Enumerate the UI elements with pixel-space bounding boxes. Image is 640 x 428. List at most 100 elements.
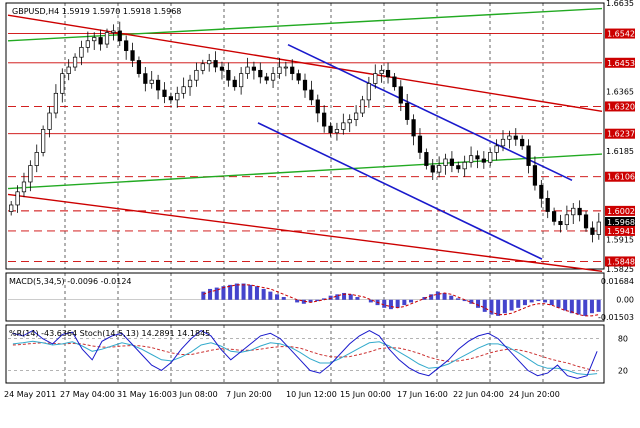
bear-candle	[481, 158, 486, 163]
bear-candle	[130, 50, 135, 61]
bull-candle	[15, 191, 20, 206]
bull-candle	[47, 112, 52, 130]
bull-candle	[488, 152, 493, 163]
bull-candle	[341, 122, 346, 130]
bear-candle	[551, 211, 557, 222]
oscillator-panel: %R(14) -43.6364 Stoch(14,5,13) 14.2891 1…	[5, 324, 605, 384]
time-axis-label: 7 Jun 20:00	[226, 390, 272, 399]
green-trend-line-lower	[7, 153, 603, 190]
price-level-tag	[605, 205, 635, 216]
bull-candle	[571, 207, 576, 216]
bull-candle	[239, 73, 244, 88]
oscillator-header: %R(14) -43.6364 Stoch(14,5,13) 14.2891 1…	[9, 329, 210, 338]
blue-channel-upper	[287, 43, 573, 182]
bull-candle	[353, 112, 359, 120]
price-tag-label: 1.5848	[607, 257, 635, 266]
time-axis-label: 31 May 16:00	[117, 390, 172, 399]
time-axis-label: 10 Jun 12:00	[286, 390, 337, 399]
bull-candle	[149, 79, 154, 84]
time-axis-label: 15 Jun 00:00	[340, 390, 391, 399]
bull-candle	[60, 73, 65, 94]
time-axis-label: 17 Jun 16:00	[397, 390, 448, 399]
bear-candle	[302, 79, 308, 91]
price-tag-label: 1.6002	[607, 207, 635, 216]
bull-candle	[72, 56, 78, 68]
bull-candle	[373, 73, 378, 84]
bull-candle	[462, 161, 467, 170]
bull-candle	[92, 37, 97, 42]
price-level-tag	[605, 256, 635, 267]
bear-candle	[526, 145, 531, 166]
bull-candle	[347, 119, 352, 124]
bear-candle	[583, 214, 589, 229]
price-panel-header: GBPUSD,H4 1.5919 1.5970 1.5918 1.5968	[12, 7, 181, 16]
bull-candle	[85, 40, 90, 48]
time-axis-label: 24 May 2011	[4, 390, 56, 399]
bull-candle	[34, 152, 39, 166]
price-level-tag	[605, 28, 635, 39]
macd-signal-path	[203, 284, 599, 317]
macd-header: MACD(5,34,5) -0.0096 -0.0124	[9, 277, 132, 286]
bull-candle	[277, 66, 282, 74]
macd-scale-label: 0.01684	[601, 277, 634, 286]
price-tag-label: 1.6453	[607, 59, 635, 68]
bear-candle	[322, 112, 327, 127]
red-trend-line-lower	[7, 193, 603, 272]
price-level-tag	[605, 101, 635, 112]
bear-candle	[424, 152, 429, 166]
bear-candle	[449, 158, 455, 166]
bull-candle	[360, 99, 365, 114]
bear-candle	[290, 66, 295, 74]
bear-candle	[213, 60, 218, 68]
bear-candle	[513, 135, 518, 140]
bull-candle	[245, 66, 250, 74]
bear-candle	[328, 125, 333, 134]
bear-candle	[219, 66, 225, 71]
bear-candle	[590, 227, 595, 235]
bull-candle	[104, 32, 110, 45]
bear-candle	[558, 221, 563, 226]
bull-candle	[500, 138, 506, 147]
oscillator-axis: 80 20	[618, 335, 628, 376]
price-grid	[64, 3, 544, 269]
price-tag-label: 1.6320	[607, 102, 635, 111]
bull-candle	[111, 30, 116, 33]
bear-candle	[411, 119, 416, 137]
bull-candle	[181, 86, 186, 94]
time-axis-label: 3 Jun 08:00	[172, 390, 218, 399]
price-scale-label: 1.6635	[606, 0, 634, 8]
bull-candle	[494, 145, 499, 153]
bull-candle	[194, 69, 199, 81]
bear-candle	[405, 102, 410, 120]
bear-candle	[309, 89, 314, 101]
bull-candle	[28, 165, 33, 183]
bear-candle	[98, 37, 103, 45]
time-axis-label: 22 Jun 04:00	[453, 390, 504, 399]
price-axis: 1.6635 1.6542 1.6453 1.6365 1.6320 1.6237 1.61…	[605, 0, 635, 274]
price-panel: GBPUSD,H4 1.5919 1.5970 1.5918 1.5968	[5, 2, 605, 272]
candles	[9, 21, 601, 243]
bull-candle	[507, 135, 512, 140]
bull-candle	[41, 129, 46, 153]
bull-candle	[207, 60, 212, 65]
bear-candle	[162, 89, 167, 97]
bear-candle	[296, 73, 301, 81]
time-axis-label: 27 May 04:00	[60, 390, 115, 399]
bull-candle	[596, 221, 601, 235]
bear-candle	[520, 138, 525, 147]
current-price-tag	[605, 217, 635, 228]
price-level-tag	[605, 225, 635, 236]
bear-candle	[430, 165, 435, 173]
bear-candle	[456, 165, 461, 170]
bear-candle	[545, 198, 550, 212]
bull-candle	[334, 129, 340, 134]
price-level-tag	[605, 171, 635, 182]
bull-candle	[9, 204, 14, 212]
bear-candle	[136, 60, 142, 74]
macd-panel: MACD(5,34,5) -0.0096 -0.0124	[5, 272, 605, 322]
price-tag-label: 1.6237	[607, 130, 635, 139]
bull-candle	[270, 73, 276, 81]
price-tag-label: 1.6106	[607, 173, 635, 182]
bear-candle	[392, 76, 397, 88]
price-tag-label: 1.6542	[607, 30, 635, 39]
